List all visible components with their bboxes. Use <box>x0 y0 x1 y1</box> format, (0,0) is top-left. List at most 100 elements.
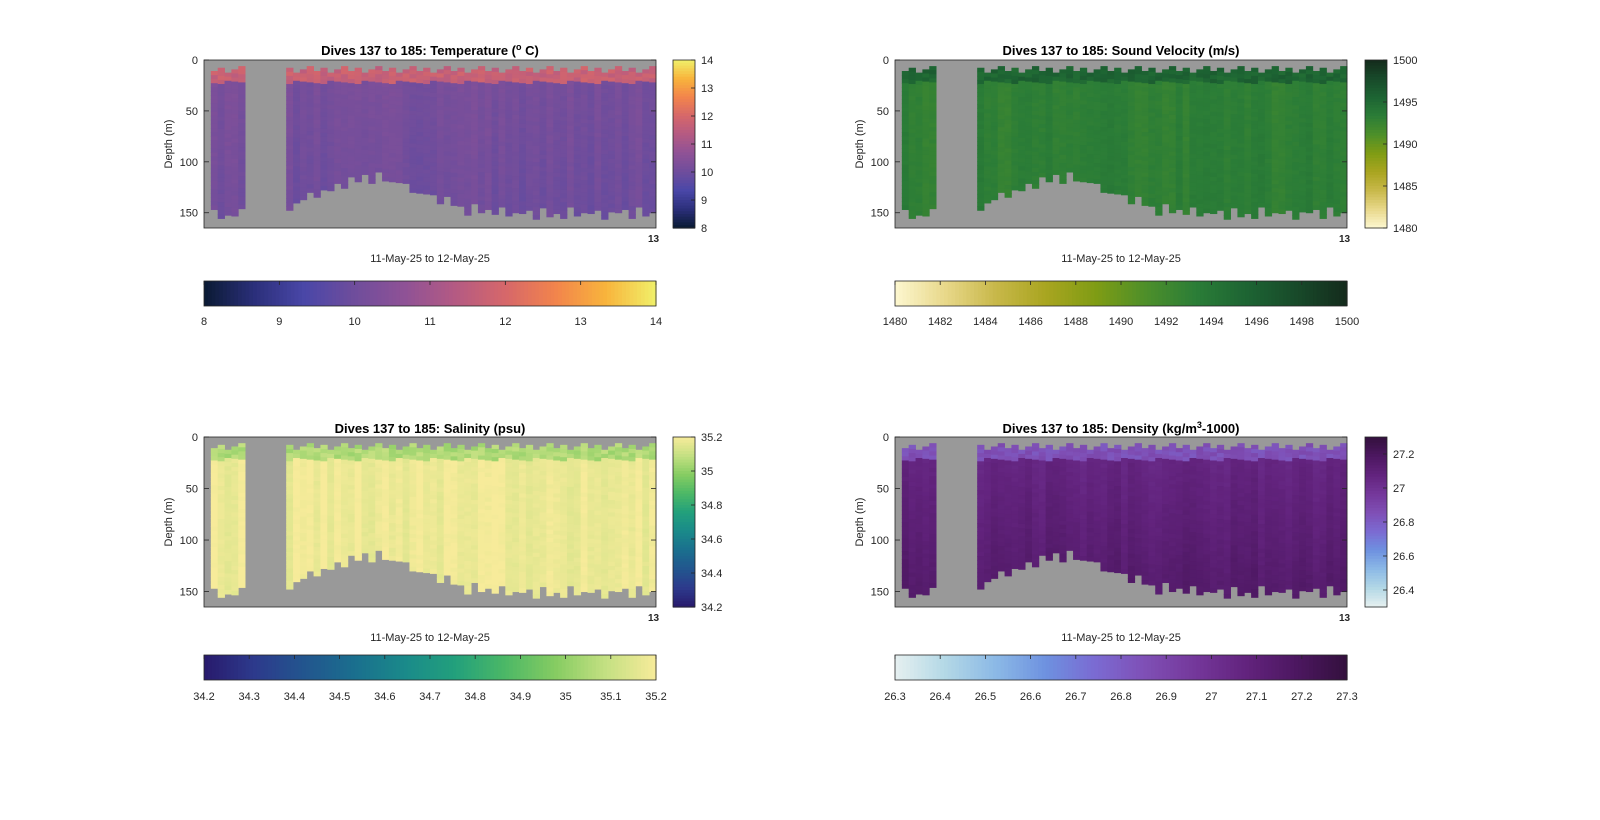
h-colorbar-swatch <box>396 281 400 306</box>
data-cell <box>1340 99 1347 104</box>
data-cell <box>929 143 936 148</box>
data-cell <box>1100 119 1107 124</box>
data-cell <box>984 191 991 196</box>
data-cell <box>916 207 923 212</box>
data-cell <box>218 125 225 130</box>
data-cell <box>1203 123 1210 128</box>
data-cell <box>403 147 410 152</box>
data-cell <box>1046 157 1053 162</box>
data-cell <box>457 96 464 101</box>
data-cell <box>588 91 595 96</box>
data-cell <box>362 85 369 90</box>
data-cell <box>218 519 225 524</box>
data-cell <box>1196 204 1203 209</box>
data-cell <box>1299 204 1306 209</box>
data-cell <box>1320 133 1327 138</box>
data-cell <box>300 98 307 103</box>
data-cell <box>314 543 321 548</box>
data-cell <box>512 82 519 87</box>
data-cell <box>389 490 396 495</box>
data-cell <box>1224 89 1231 94</box>
data-cell <box>526 198 533 203</box>
data-cell <box>512 209 519 214</box>
data-cell <box>560 108 567 113</box>
data-cell <box>314 79 321 84</box>
data-cell <box>444 107 451 112</box>
data-cell <box>519 209 526 214</box>
data-cell <box>375 123 382 128</box>
data-cell <box>1326 158 1333 163</box>
data-cell <box>293 565 300 570</box>
data-cell <box>553 128 560 133</box>
data-cell <box>375 131 382 136</box>
data-cell <box>601 166 608 171</box>
data-cell <box>218 206 225 211</box>
data-cell <box>218 527 225 532</box>
data-cell <box>1100 70 1107 75</box>
data-cell <box>1231 175 1238 180</box>
data-cell <box>211 112 218 117</box>
data-cell <box>231 151 238 156</box>
data-cell <box>1285 125 1292 130</box>
data-cell <box>1237 213 1244 218</box>
data-cell <box>1169 205 1176 210</box>
data-cell <box>492 88 499 93</box>
data-cell <box>1196 192 1203 197</box>
data-cell <box>526 72 533 77</box>
data-cell <box>546 176 553 181</box>
data-cell <box>1148 202 1155 207</box>
data-cell <box>622 161 629 166</box>
data-cell <box>231 122 238 127</box>
data-cell <box>1333 151 1340 156</box>
data-cell <box>348 128 355 133</box>
data-cell <box>540 135 547 140</box>
data-cell <box>1128 118 1135 123</box>
data-cell <box>1169 143 1176 148</box>
data-cell <box>1217 121 1224 126</box>
data-cell <box>1299 155 1306 160</box>
data-cell <box>389 536 396 541</box>
data-cell <box>314 75 321 80</box>
data-cell <box>929 111 936 116</box>
data-cell <box>498 150 505 155</box>
data-cell <box>437 175 444 180</box>
data-cell <box>218 186 225 191</box>
data-cell <box>1169 188 1176 193</box>
data-cell <box>314 181 321 186</box>
data-cell <box>1011 100 1018 105</box>
data-cell <box>1299 126 1306 131</box>
data-cell <box>1005 169 1012 174</box>
data-cell <box>505 82 512 87</box>
data-cell <box>218 84 225 89</box>
data-cell <box>1279 87 1286 92</box>
data-cell <box>1018 166 1025 171</box>
data-cell <box>218 100 225 105</box>
data-cell <box>553 83 560 88</box>
data-cell <box>1053 105 1060 110</box>
data-cell <box>238 119 245 124</box>
data-cell <box>929 172 936 177</box>
data-cell <box>991 98 998 103</box>
data-cell <box>451 201 458 206</box>
data-cell <box>1114 100 1121 105</box>
data-cell <box>1285 92 1292 97</box>
data-cell <box>1183 186 1190 191</box>
data-cell <box>1183 96 1190 101</box>
data-cell <box>505 143 512 148</box>
data-cell <box>492 80 499 85</box>
data-cell <box>293 479 300 484</box>
data-cell <box>368 69 375 74</box>
data-cell <box>1217 157 1224 162</box>
data-cell <box>457 100 464 105</box>
data-cell <box>211 485 218 490</box>
data-cell <box>1039 128 1046 133</box>
data-cell <box>1162 200 1169 205</box>
data-cell <box>218 88 225 93</box>
data-cell <box>594 153 601 158</box>
data-cell <box>1258 130 1265 135</box>
data-cell <box>492 194 499 199</box>
data-cell <box>581 172 588 177</box>
data-cell <box>355 141 362 146</box>
data-cell <box>1011 133 1018 138</box>
data-cell <box>396 81 403 86</box>
